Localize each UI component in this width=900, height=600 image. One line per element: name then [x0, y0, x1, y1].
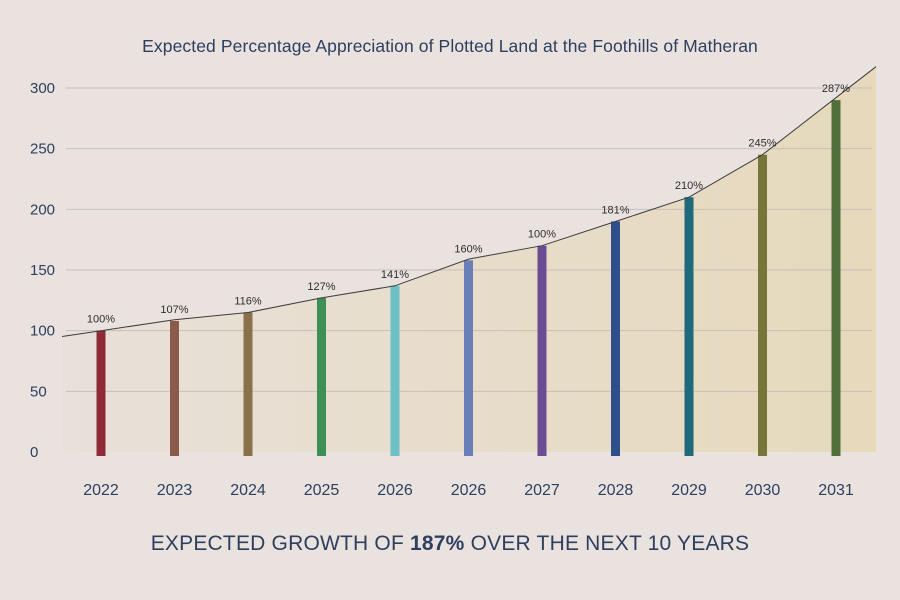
x-tick-label: 2029 — [671, 482, 707, 499]
footer-highlight: 187% — [410, 532, 465, 555]
x-tick-label: 2025 — [304, 482, 340, 499]
x-tick-label: 2030 — [745, 482, 781, 499]
bar — [464, 260, 473, 456]
bar — [390, 285, 400, 456]
footer-prefix: EXPECTED GROWTH OF — [150, 532, 411, 555]
data-label: 160% — [454, 243, 482, 255]
bar — [96, 330, 106, 456]
chart-title: Expected Percentage Appreciation of Plot… — [142, 36, 758, 56]
data-label: 107% — [160, 304, 188, 316]
data-label: 100% — [87, 314, 115, 326]
x-tick-label: 2028 — [598, 482, 634, 499]
y-tick-label: 300 — [30, 80, 55, 97]
footer-caption: EXPECTED GROWTH OF 187% OVER THE NEXT 10… — [0, 532, 900, 556]
bar — [684, 197, 694, 456]
x-tick-label: 2022 — [83, 482, 119, 499]
y-tick-label: 150 — [30, 262, 55, 279]
x-tick-label: 2027 — [524, 482, 560, 499]
data-label: 141% — [381, 269, 409, 281]
footer-suffix: OVER THE NEXT 10 YEARS — [464, 532, 750, 555]
y-tick-label: 250 — [30, 141, 55, 158]
trend-line — [61, 66, 877, 337]
data-label: 210% — [675, 180, 703, 192]
y-tick-label: 200 — [30, 201, 55, 218]
data-label: 116% — [234, 295, 262, 307]
y-tick-label: 50 — [30, 383, 47, 400]
bar — [170, 320, 179, 456]
data-label: 127% — [307, 281, 335, 293]
y-tick-label: 100 — [30, 323, 55, 340]
x-tick-label: 2026 — [377, 482, 413, 499]
data-label: 287% — [822, 83, 850, 95]
x-tick-label: 2031 — [818, 482, 854, 499]
bar — [831, 100, 841, 456]
bar — [758, 154, 767, 456]
data-label: 181% — [601, 204, 629, 216]
y-tick-label: 0 — [30, 444, 38, 461]
bar — [611, 221, 620, 456]
bar — [537, 245, 547, 456]
bar — [317, 297, 326, 456]
data-label: 100% — [528, 229, 556, 241]
x-tick-label: 2023 — [157, 482, 193, 499]
data-label: 245% — [748, 138, 776, 150]
x-tick-label: 2026 — [451, 482, 487, 499]
x-tick-label: 2024 — [230, 482, 266, 499]
bar — [243, 312, 253, 456]
